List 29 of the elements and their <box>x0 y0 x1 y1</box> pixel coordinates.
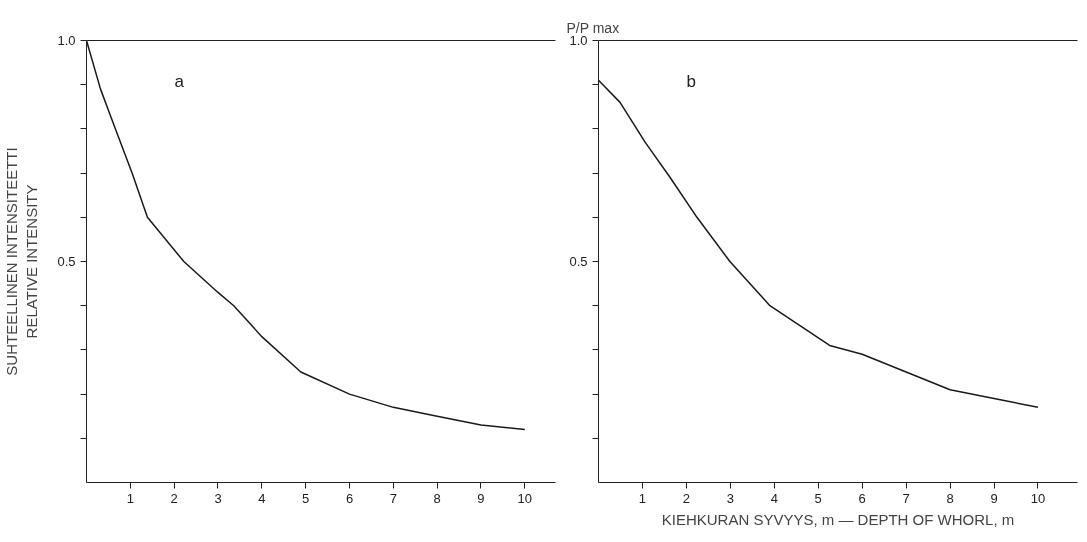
x-tick-label: 6 <box>858 490 866 506</box>
x-tick-label: 10 <box>1030 490 1046 506</box>
x-tick-label: 2 <box>682 490 691 506</box>
x-tick-label: 5 <box>302 490 310 506</box>
x-tick-label: 4 <box>258 490 266 506</box>
x-tick-label: 3 <box>214 490 222 506</box>
x-tick-label: 1 <box>638 490 647 506</box>
x-tick-label: 4 <box>770 490 778 506</box>
y-tick-label: 0.5 <box>57 254 76 269</box>
x-tick-label: 8 <box>433 490 441 506</box>
x-tick-label: 5 <box>814 490 822 506</box>
x-tick-label: 7 <box>902 490 910 506</box>
x-tick-label: 2 <box>170 490 178 506</box>
y-tick-label: 1.0 <box>569 33 588 48</box>
y-axis-title: SUHTEELLINEN INTENSITEETTI RELATIVE INTENSITY <box>3 147 41 376</box>
y-axis-title: P/P max <box>566 19 620 36</box>
x-tick-label: 10 <box>517 490 533 506</box>
x-tick-label: 9 <box>477 490 485 506</box>
x-tick-label: 7 <box>389 490 397 506</box>
x-tick-label: 3 <box>726 490 734 506</box>
text: b <box>686 71 696 91</box>
x-axis-title: KIEHKURAN SYVYYS, m — DEPTH OF WHORL, m <box>661 510 1015 528</box>
y-tick-label: 0.5 <box>569 254 588 269</box>
text: a <box>174 71 185 91</box>
x-tick-label: 1 <box>126 490 134 506</box>
x-tick-label: 8 <box>946 490 954 506</box>
x-tick-label: 9 <box>990 490 998 506</box>
y-tick-label: 1.0 <box>57 33 76 48</box>
x-tick-label: 6 <box>345 490 354 506</box>
